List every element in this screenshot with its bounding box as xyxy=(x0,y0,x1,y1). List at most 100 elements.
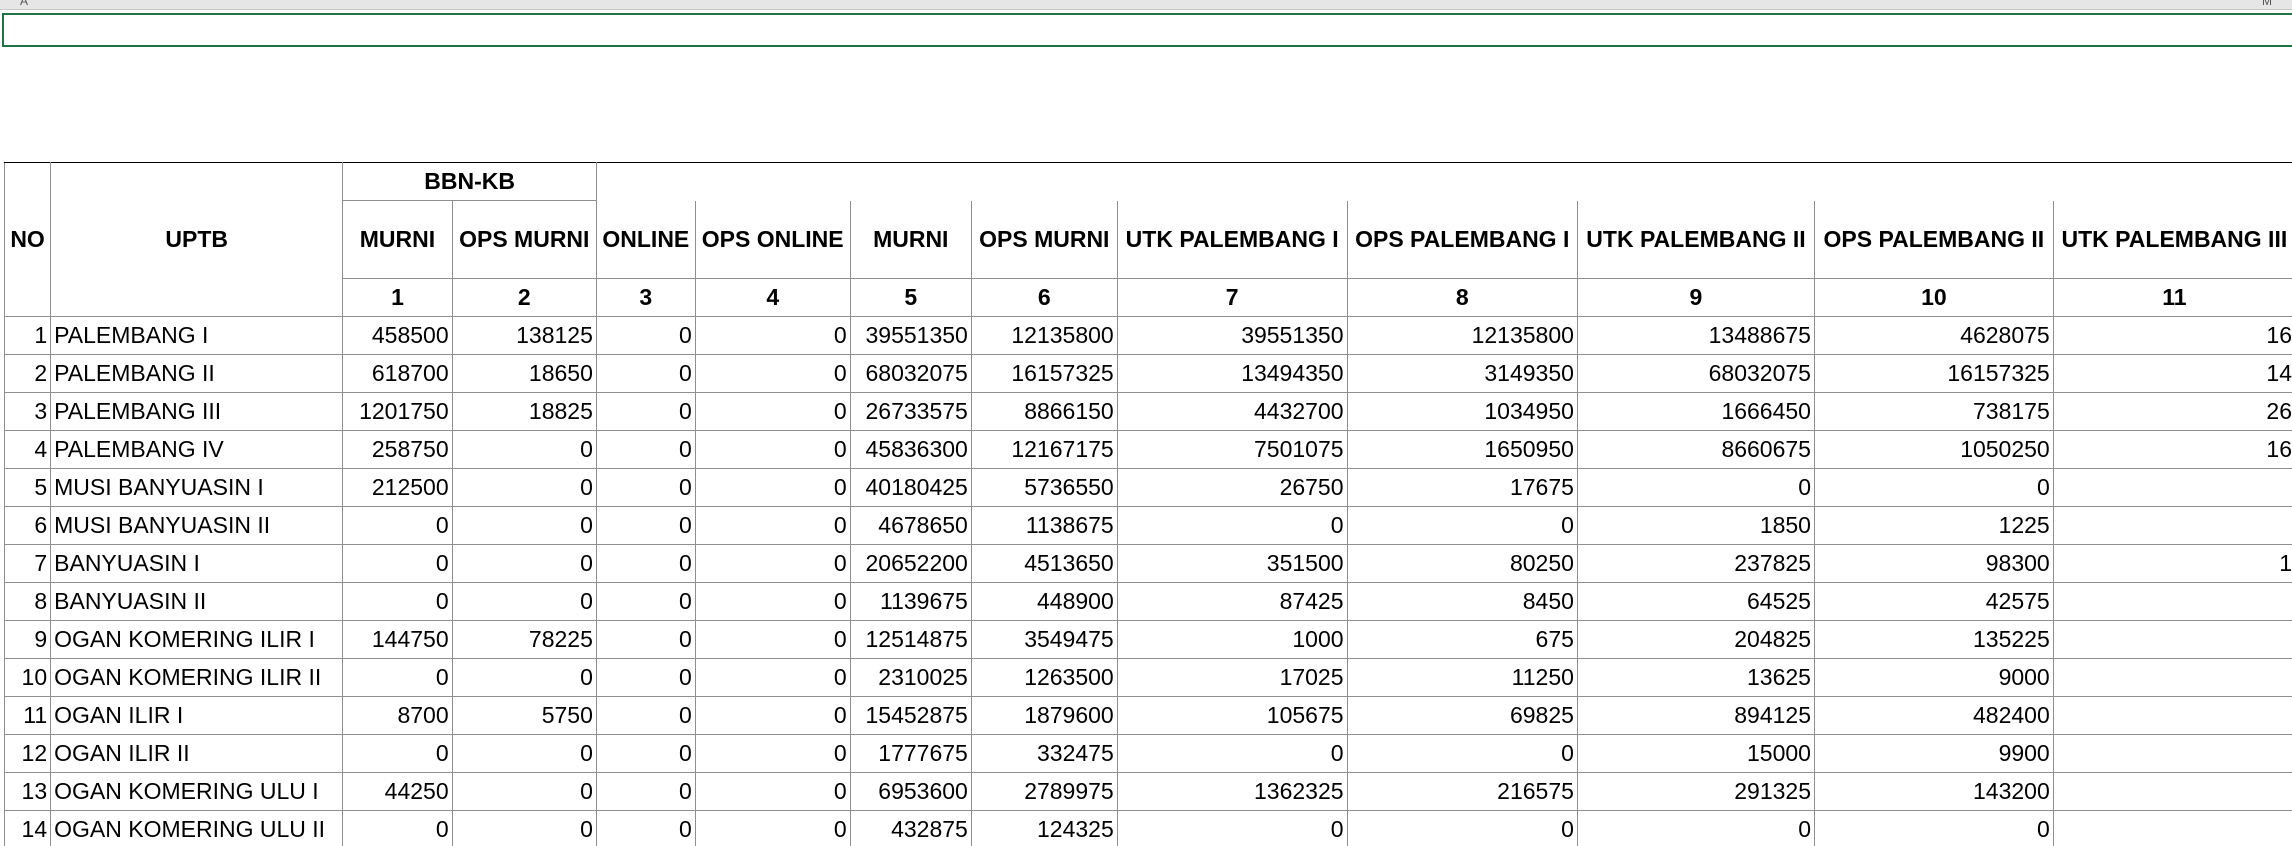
value-cell[interactable]: 13488675 xyxy=(1576,316,1815,355)
value-cell[interactable]: 16 xyxy=(2052,316,2292,355)
value-cell[interactable]: 0 xyxy=(595,620,696,659)
header-uptb[interactable]: UPTB xyxy=(50,162,344,317)
value-cell[interactable]: 0 xyxy=(451,582,597,621)
value-cell[interactable]: 0 xyxy=(694,544,851,583)
row-number-cell[interactable]: 2 xyxy=(4,354,52,393)
value-cell[interactable]: 12135800 xyxy=(1346,316,1578,355)
value-cell[interactable]: 0 xyxy=(451,506,597,545)
value-cell[interactable]: 17025 xyxy=(1116,658,1348,697)
value-cell[interactable]: 0 xyxy=(595,734,696,773)
value-cell[interactable]: 68032075 xyxy=(1576,354,1815,393)
value-cell[interactable]: 3149350 xyxy=(1346,354,1578,393)
uptb-name-cell[interactable]: OGAN KOMERING ILIR II xyxy=(50,658,344,697)
value-cell[interactable] xyxy=(2052,658,2292,697)
value-cell[interactable]: 3549475 xyxy=(970,620,1118,659)
header-col-9[interactable]: UTK PALEMBANG II xyxy=(1576,200,1815,279)
value-cell[interactable]: 12167175 xyxy=(970,430,1118,469)
header-num-4[interactable]: 4 xyxy=(694,278,851,317)
header-num-9[interactable]: 9 xyxy=(1576,278,1815,317)
value-cell[interactable]: 237825 xyxy=(1576,544,1815,583)
value-cell[interactable]: 0 xyxy=(595,316,696,355)
value-cell[interactable] xyxy=(2052,468,2292,507)
header-col-11[interactable]: UTK PALEMBANG III xyxy=(2052,200,2292,279)
value-cell[interactable]: 69825 xyxy=(1346,696,1578,735)
value-cell[interactable]: 0 xyxy=(595,582,696,621)
value-cell[interactable] xyxy=(2052,810,2292,846)
value-cell[interactable]: 15000 xyxy=(1576,734,1815,773)
value-cell[interactable]: 618700 xyxy=(342,354,453,393)
value-cell[interactable]: 1225 xyxy=(1813,506,2054,545)
value-cell[interactable]: 26750 xyxy=(1116,468,1348,507)
value-cell[interactable]: 1034950 xyxy=(1346,392,1578,431)
value-cell[interactable]: 1138675 xyxy=(970,506,1118,545)
value-cell[interactable]: 0 xyxy=(1576,810,1815,846)
value-cell[interactable]: 135225 xyxy=(1813,620,2054,659)
value-cell[interactable]: 332475 xyxy=(970,734,1118,773)
value-cell[interactable]: 16157325 xyxy=(970,354,1118,393)
value-cell[interactable]: 16 xyxy=(2052,430,2292,469)
value-cell[interactable]: 675 xyxy=(1346,620,1578,659)
value-cell[interactable] xyxy=(2052,506,2292,545)
header-col-6[interactable]: OPS MURNI xyxy=(970,200,1118,279)
value-cell[interactable]: 0 xyxy=(1346,734,1578,773)
value-cell[interactable]: 12135800 xyxy=(970,316,1118,355)
value-cell[interactable]: 0 xyxy=(1116,734,1348,773)
row-number-cell[interactable]: 11 xyxy=(4,696,52,735)
value-cell[interactable]: 124325 xyxy=(970,810,1118,846)
header-num-3[interactable]: 3 xyxy=(595,278,696,317)
value-cell[interactable]: 0 xyxy=(694,316,851,355)
uptb-name-cell[interactable]: PALEMBANG III xyxy=(50,392,344,431)
value-cell[interactable]: 0 xyxy=(342,734,453,773)
selected-cell-range[interactable] xyxy=(2,13,2292,47)
value-cell[interactable]: 0 xyxy=(451,544,597,583)
header-col-5[interactable]: MURNI xyxy=(849,200,972,279)
value-cell[interactable]: 204825 xyxy=(1576,620,1815,659)
value-cell[interactable]: 5750 xyxy=(451,696,597,735)
header-group-bbnkb[interactable]: BBN-KB xyxy=(342,162,597,201)
value-cell[interactable]: 138125 xyxy=(451,316,597,355)
header-num-5[interactable]: 5 xyxy=(849,278,972,317)
value-cell[interactable]: 26733575 xyxy=(849,392,972,431)
value-cell[interactable]: 2789975 xyxy=(970,772,1118,811)
header-col-4[interactable]: OPS ONLINE xyxy=(694,200,851,279)
value-cell[interactable]: 80250 xyxy=(1346,544,1578,583)
value-cell[interactable]: 42575 xyxy=(1813,582,2054,621)
value-cell[interactable]: 87425 xyxy=(1116,582,1348,621)
value-cell[interactable]: 0 xyxy=(1116,506,1348,545)
uptb-name-cell[interactable]: OGAN ILIR I xyxy=(50,696,344,735)
value-cell[interactable]: 0 xyxy=(1576,468,1815,507)
value-cell[interactable]: 5736550 xyxy=(970,468,1118,507)
value-cell[interactable]: 16157325 xyxy=(1813,354,2054,393)
header-col-3[interactable]: ONLINE xyxy=(595,200,696,279)
value-cell[interactable]: 15452875 xyxy=(849,696,972,735)
header-col-10[interactable]: OPS PALEMBANG II xyxy=(1813,200,2054,279)
value-cell[interactable]: 9900 xyxy=(1813,734,2054,773)
value-cell[interactable]: 738175 xyxy=(1813,392,2054,431)
row-number-cell[interactable]: 10 xyxy=(4,658,52,697)
value-cell[interactable]: 4513650 xyxy=(970,544,1118,583)
row-number-cell[interactable]: 1 xyxy=(4,316,52,355)
value-cell[interactable]: 0 xyxy=(694,620,851,659)
value-cell[interactable]: 8660675 xyxy=(1576,430,1815,469)
value-cell[interactable]: 144750 xyxy=(342,620,453,659)
value-cell[interactable]: 0 xyxy=(1116,810,1348,846)
uptb-name-cell[interactable]: OGAN ILIR II xyxy=(50,734,344,773)
uptb-name-cell[interactable]: OGAN KOMERING ULU I xyxy=(50,772,344,811)
value-cell[interactable]: 2310025 xyxy=(849,658,972,697)
header-num-1[interactable]: 1 xyxy=(342,278,453,317)
value-cell[interactable]: 0 xyxy=(451,658,597,697)
value-cell[interactable]: 0 xyxy=(595,354,696,393)
row-number-cell[interactable]: 7 xyxy=(4,544,52,583)
value-cell[interactable]: 68032075 xyxy=(849,354,972,393)
value-cell[interactable]: 482400 xyxy=(1813,696,2054,735)
value-cell[interactable] xyxy=(2052,582,2292,621)
value-cell[interactable]: 0 xyxy=(595,506,696,545)
row-number-cell[interactable]: 6 xyxy=(4,506,52,545)
value-cell[interactable]: 26 xyxy=(2052,392,2292,431)
value-cell[interactable]: 64525 xyxy=(1576,582,1815,621)
value-cell[interactable]: 1850 xyxy=(1576,506,1815,545)
value-cell[interactable]: 11250 xyxy=(1346,658,1578,697)
value-cell[interactable]: 0 xyxy=(595,392,696,431)
value-cell[interactable]: 0 xyxy=(342,658,453,697)
value-cell[interactable]: 1139675 xyxy=(849,582,972,621)
